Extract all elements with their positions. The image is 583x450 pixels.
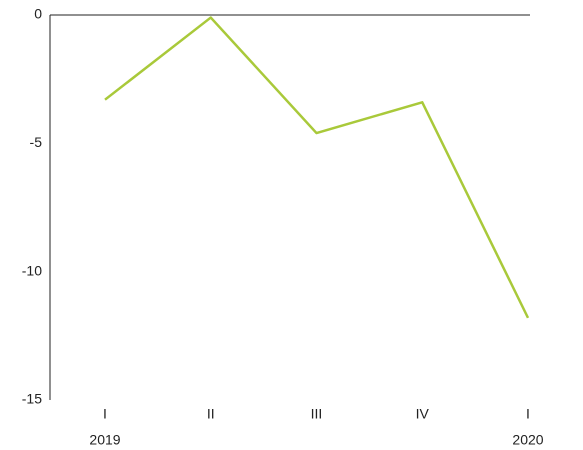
x-group-label: 2019	[89, 432, 120, 448]
x-tick-label: I	[526, 406, 530, 422]
y-tick-label: 0	[34, 6, 42, 22]
y-tick-label: -10	[22, 262, 42, 278]
x-tick-label: IV	[416, 406, 430, 422]
x-tick-label: I	[103, 406, 107, 422]
y-tick-label: -5	[30, 134, 43, 150]
x-group-label: 2020	[512, 432, 543, 448]
x-tick-label: III	[311, 406, 323, 422]
line	[104, 16, 530, 319]
x-tick-label: II	[207, 406, 215, 422]
y-tick-label: -15	[22, 391, 42, 407]
